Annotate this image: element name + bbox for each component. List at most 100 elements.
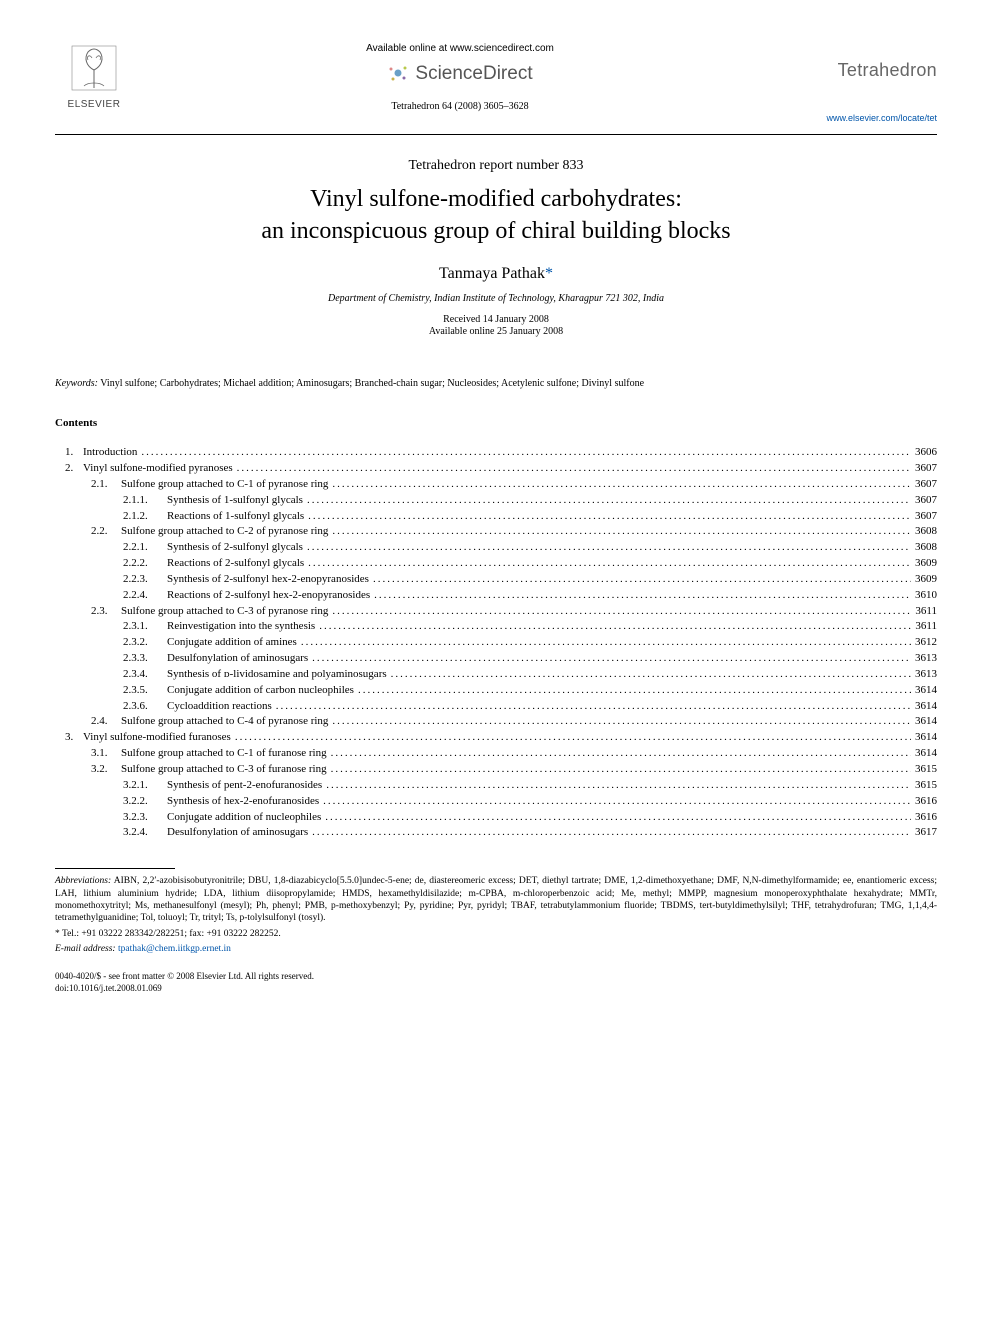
- toc-entry[interactable]: 2.2.2.Reactions of 2-sulfonyl glycals360…: [55, 556, 937, 571]
- toc-number: 2.3.6.: [55, 699, 167, 714]
- copyright-block: 0040-4020/$ - see front matter © 2008 El…: [55, 971, 937, 994]
- toc-entry[interactable]: 2.1.1.Synthesis of 1-sulfonyl glycals360…: [55, 493, 937, 508]
- toc-leader-dots: [141, 445, 911, 460]
- doi-text: doi:10.1016/j.tet.2008.01.069: [55, 983, 937, 995]
- toc-leader-dots: [332, 604, 911, 619]
- toc-label: Introduction: [83, 445, 137, 460]
- toc-page: 3614: [915, 714, 937, 729]
- corresponding-author-icon[interactable]: *: [545, 265, 553, 282]
- toc-label: Synthesis of ᴅ-lividosamine and polyamin…: [167, 667, 387, 682]
- toc-number: 2.3.3.: [55, 651, 167, 666]
- toc-entry[interactable]: 2.1.2.Reactions of 1-sulfonyl glycals360…: [55, 509, 937, 524]
- toc-entry[interactable]: 2.3.3.Desulfonylation of aminosugars 3613: [55, 651, 937, 666]
- toc-number: 2.2.1.: [55, 540, 167, 555]
- title-line-2: an inconspicuous group of chiral buildin…: [261, 218, 730, 244]
- toc-leader-dots: [332, 714, 911, 729]
- toc-label: Sulfone group attached to C-2 of pyranos…: [121, 524, 328, 539]
- abbreviations: Abbreviations: AIBN, 2,2′-azobisisobutyr…: [55, 875, 937, 924]
- toc-leader-dots: [301, 635, 911, 650]
- toc-entry[interactable]: 3.2.Sulfone group attached to C-3 of fur…: [55, 762, 937, 777]
- toc-number: 2.1.2.: [55, 509, 167, 524]
- toc-leader-dots: [325, 810, 911, 825]
- toc-label: Sulfone group attached to C-1 of furanos…: [121, 746, 327, 761]
- toc-leader-dots: [312, 825, 911, 840]
- elsevier-tree-icon: [66, 40, 122, 96]
- sd-wordmark: ScienceDirect: [415, 61, 532, 87]
- toc-number: 2.2.3.: [55, 572, 167, 587]
- toc-page: 3616: [915, 810, 937, 825]
- toc-number: 3.2.2.: [55, 794, 167, 809]
- header-right: Tetrahedron www.elsevier.com/locate/tet: [787, 40, 937, 124]
- toc-label: Reinvestigation into the synthesis: [167, 619, 315, 634]
- journal-reference: Tetrahedron 64 (2008) 3605–3628: [133, 100, 787, 114]
- toc-leader-dots: [276, 699, 911, 714]
- toc-entry[interactable]: 3.2.3.Conjugate addition of nucleophiles…: [55, 810, 937, 825]
- toc-leader-dots: [332, 477, 911, 492]
- toc-page: 3614: [915, 683, 937, 698]
- header: ELSEVIER Available online at www.science…: [55, 40, 937, 135]
- toc-number: 2.3.2.: [55, 635, 167, 650]
- toc-page: 3610: [915, 588, 937, 603]
- email-link[interactable]: tpathak@chem.iitkgp.ernet.in: [118, 944, 231, 954]
- toc-page: 3609: [915, 556, 937, 571]
- toc-entry[interactable]: 2.3.Sulfone group attached to C-3 of pyr…: [55, 604, 937, 619]
- journal-url-link[interactable]: www.elsevier.com/locate/tet: [787, 112, 937, 124]
- toc-entry[interactable]: 1.Introduction3606: [55, 445, 937, 460]
- toc-entry[interactable]: 2.3.6.Cycloaddition reactions3614: [55, 699, 937, 714]
- toc-label: Reactions of 2-sulfonyl glycals: [167, 556, 304, 571]
- toc-label: Synthesis of pent-2-enofuranosides: [167, 778, 322, 793]
- toc-page: 3607: [915, 493, 937, 508]
- toc-entry[interactable]: 2.2.1.Synthesis of 2-sulfonyl glycals360…: [55, 540, 937, 555]
- toc-entry[interactable]: 2.3.4.Synthesis of ᴅ-lividosamine and po…: [55, 667, 937, 682]
- toc-page: 3608: [915, 540, 937, 555]
- corresponding-contact: * Tel.: +91 03222 283342/282251; fax: +9…: [55, 928, 937, 940]
- toc-entry[interactable]: 2.3.2.Conjugate addition of amines3612: [55, 635, 937, 650]
- toc-entry[interactable]: 3.2.4.Desulfonylation of aminosugars3617: [55, 825, 937, 840]
- toc-label: Reactions of 1-sulfonyl glycals: [167, 509, 304, 524]
- toc-number: 2.3.4.: [55, 667, 167, 682]
- toc-number: 2.1.1.: [55, 493, 167, 508]
- toc-entry[interactable]: 2.3.5.Conjugate addition of carbon nucle…: [55, 683, 937, 698]
- toc-page: 3606: [915, 445, 937, 460]
- toc-label: Synthesis of 2-sulfonyl hex-2-enopyranos…: [167, 572, 369, 587]
- toc-number: 2.: [55, 461, 83, 476]
- toc-entry[interactable]: 3.1.Sulfone group attached to C-1 of fur…: [55, 746, 937, 761]
- toc-number: 2.3.1.: [55, 619, 167, 634]
- toc-label: Sulfone group attached to C-4 of pyranos…: [121, 714, 328, 729]
- toc-number: 2.2.: [55, 524, 121, 539]
- toc-entry[interactable]: 2.1.Sulfone group attached to C-1 of pyr…: [55, 477, 937, 492]
- toc-entry[interactable]: 2.3.1.Reinvestigation into the synthesis…: [55, 619, 937, 634]
- toc-page: 3617: [915, 825, 937, 840]
- toc-leader-dots: [319, 619, 911, 634]
- toc-entry[interactable]: 2.4.Sulfone group attached to C-4 of pyr…: [55, 714, 937, 729]
- toc-page: 3613: [915, 651, 937, 666]
- header-center: Available online at www.sciencedirect.co…: [133, 40, 787, 114]
- toc-label: Vinyl sulfone-modified furanoses: [83, 730, 231, 745]
- toc-leader-dots: [307, 540, 911, 555]
- toc-leader-dots: [312, 651, 911, 666]
- toc-entry[interactable]: 2.2.Sulfone group attached to C-2 of pyr…: [55, 524, 937, 539]
- toc-page: 3611: [915, 619, 937, 634]
- toc-page: 3607: [915, 477, 937, 492]
- toc-entry[interactable]: 2.2.4.Reactions of 2-sulfonyl hex-2-enop…: [55, 588, 937, 603]
- publisher-name: ELSEVIER: [55, 98, 133, 112]
- toc-label: Sulfone group attached to C-1 of pyranos…: [121, 477, 328, 492]
- toc-label: Desulfonylation of aminosugars: [167, 651, 308, 666]
- toc-leader-dots: [235, 730, 911, 745]
- toc-number: 3.2.1.: [55, 778, 167, 793]
- toc-entry[interactable]: 3.2.1.Synthesis of pent-2-enofuranosides…: [55, 778, 937, 793]
- toc-number: 2.1.: [55, 477, 121, 492]
- toc-number: 2.3.: [55, 604, 121, 619]
- keywords-label: Keywords:: [55, 378, 98, 389]
- toc-entry[interactable]: 3.2.2.Synthesis of hex-2-enofuranosides3…: [55, 794, 937, 809]
- toc-label: Reactions of 2-sulfonyl hex-2-enopyranos…: [167, 588, 370, 603]
- author-line: Tanmaya Pathak*: [55, 263, 937, 285]
- toc-page: 3614: [915, 730, 937, 745]
- toc-entry[interactable]: 2.2.3.Synthesis of 2-sulfonyl hex-2-enop…: [55, 572, 937, 587]
- toc-entry[interactable]: 3.Vinyl sulfone-modified furanoses3614: [55, 730, 937, 745]
- toc-leader-dots: [374, 588, 911, 603]
- toc-entry[interactable]: 2.Vinyl sulfone-modified pyranoses3607: [55, 461, 937, 476]
- toc-label: Conjugate addition of nucleophiles: [167, 810, 321, 825]
- toc-leader-dots: [332, 524, 911, 539]
- table-of-contents: 1.Introduction36062.Vinyl sulfone-modifi…: [55, 445, 937, 840]
